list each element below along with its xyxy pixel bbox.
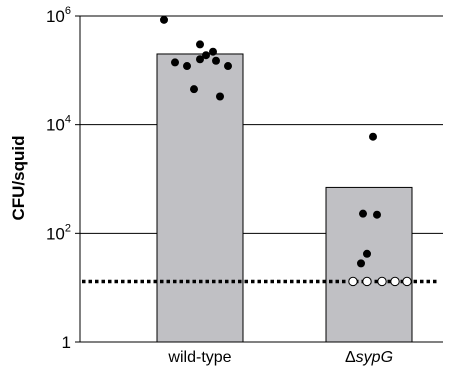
data-point xyxy=(160,15,168,24)
data-points xyxy=(160,15,412,287)
data-point-open xyxy=(390,276,400,287)
data-point xyxy=(369,132,377,141)
data-point xyxy=(171,58,179,67)
x-category-label: wild-type xyxy=(167,349,231,366)
data-point xyxy=(202,51,210,60)
data-point xyxy=(363,249,371,258)
y-tick-label: 106 xyxy=(46,5,71,26)
data-point xyxy=(357,259,365,268)
x-category-prefix: Δ xyxy=(345,349,356,366)
y-tick-exponent: 2 xyxy=(65,222,71,234)
y-axis xyxy=(75,15,81,343)
x-category-text: wild-type xyxy=(167,349,231,366)
data-point xyxy=(183,62,191,71)
data-point-open xyxy=(377,276,387,287)
y-tick-exponent: 6 xyxy=(65,5,71,17)
y-tick-base: 10 xyxy=(46,7,65,26)
data-point xyxy=(216,92,224,101)
bar xyxy=(325,186,413,343)
y-tick-label: 104 xyxy=(46,114,71,135)
data-point xyxy=(209,47,217,56)
data-point xyxy=(212,56,220,65)
bars xyxy=(156,53,413,343)
data-point-open xyxy=(362,276,372,287)
y-tick-base: 10 xyxy=(46,224,65,243)
data-point xyxy=(373,210,381,219)
bar xyxy=(156,53,244,343)
y-tick-base: 1 xyxy=(62,333,71,352)
data-point xyxy=(190,85,198,94)
data-point-open xyxy=(348,276,358,287)
data-point xyxy=(196,40,204,49)
data-point xyxy=(196,55,204,64)
y-tick-label: 1 xyxy=(62,333,71,352)
y-tick-label: 102 xyxy=(46,222,71,243)
data-point-open xyxy=(402,276,412,287)
x-category-label: ΔsypG xyxy=(345,349,393,366)
data-point xyxy=(224,62,232,71)
y-axis-title: CFU/squid xyxy=(9,136,28,221)
data-point xyxy=(359,209,367,218)
x-category-italic: sypG xyxy=(356,349,393,366)
y-tick-base: 10 xyxy=(46,116,65,135)
y-tick-exponent: 4 xyxy=(65,114,71,126)
